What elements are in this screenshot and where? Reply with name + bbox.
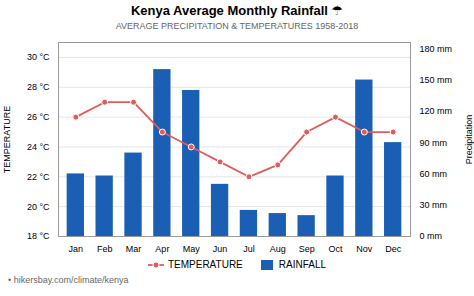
html-text:RAINFALL: RAINFALL — [278, 259, 326, 270]
html-text:AVERAGE PRECIPITATION & TEMPER: AVERAGE PRECIPITATION & TEMPERATURES 195… — [115, 21, 359, 31]
svg-text:Nov: Nov — [356, 244, 373, 254]
svg-text:180 mm: 180 mm — [420, 44, 453, 54]
svg-text:Aug: Aug — [270, 244, 286, 254]
svg-text:90 mm: 90 mm — [420, 138, 448, 148]
svg-text:30 mm: 30 mm — [420, 200, 448, 210]
svg-text:Precipitation: Precipitation — [464, 115, 474, 165]
svg-text:Feb: Feb — [97, 244, 113, 254]
svg-text:Sep: Sep — [299, 244, 315, 254]
svg-text:Jun: Jun — [213, 244, 228, 254]
svg-text:TEMPERATURE: TEMPERATURE — [2, 106, 12, 173]
svg-text:May: May — [183, 244, 201, 254]
svg-text:Jul: Jul — [243, 244, 255, 254]
html-text:Kenya Average Monthly Rainfall: Kenya Average Monthly Rainfall ☂ — [130, 3, 344, 18]
svg-text:Dec: Dec — [385, 244, 402, 254]
html-text:TEMPERATURE: TEMPERATURE — [168, 259, 243, 270]
svg-text:Oct: Oct — [328, 244, 343, 254]
svg-text:Apr: Apr — [155, 244, 169, 254]
svg-text:120 mm: 120 mm — [420, 106, 453, 116]
svg-text:150 mm: 150 mm — [420, 75, 453, 85]
html-text:• hikersbay.com/climate/kenya: • hikersbay.com/climate/kenya — [8, 275, 129, 285]
svg-text:26 °C: 26 °C — [27, 112, 50, 122]
svg-text:0 mm: 0 mm — [420, 231, 443, 241]
svg-text:24 °C: 24 °C — [27, 142, 50, 152]
svg-text:Mar: Mar — [126, 244, 142, 254]
svg-text:20 °C: 20 °C — [27, 202, 50, 212]
svg-text:30 °C: 30 °C — [27, 52, 50, 62]
svg-text:Jan: Jan — [69, 244, 84, 254]
svg-text:28 °C: 28 °C — [27, 82, 50, 92]
svg-text:18 °C: 18 °C — [27, 231, 50, 241]
svg-text:22 °C: 22 °C — [27, 172, 50, 182]
svg-text:60 mm: 60 mm — [420, 169, 448, 179]
